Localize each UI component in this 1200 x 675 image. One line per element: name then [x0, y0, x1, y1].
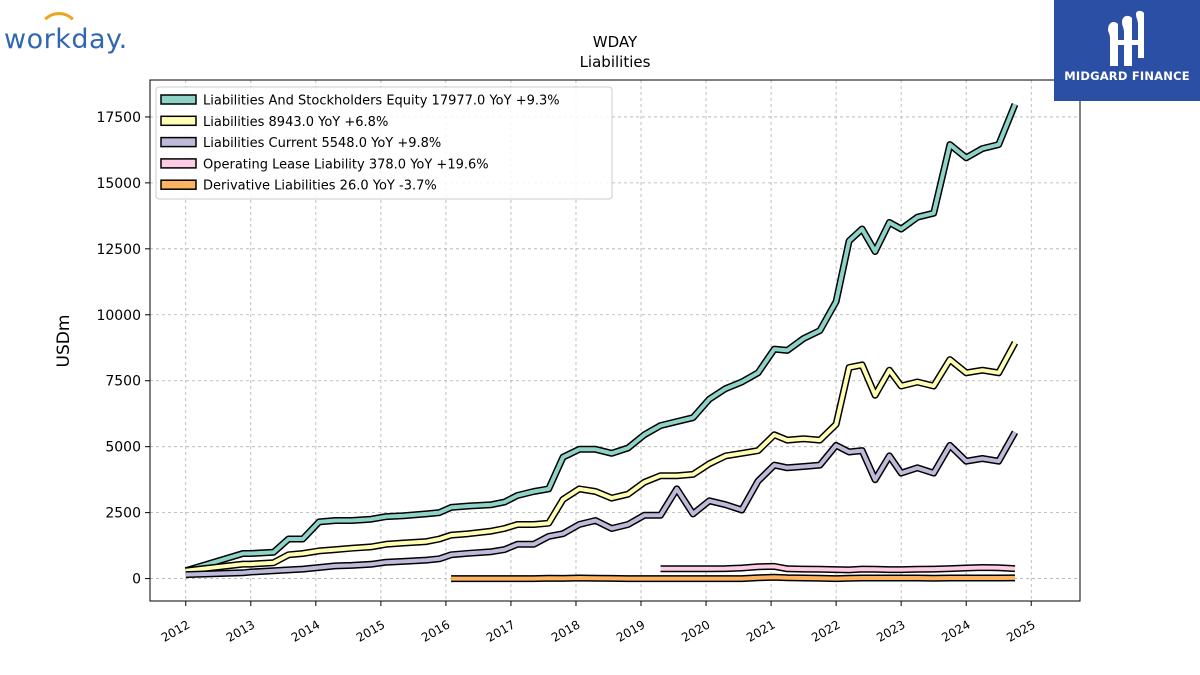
x-tick-label: 2018	[549, 617, 582, 644]
x-tick-label: 2025	[1004, 617, 1037, 644]
x-tick-label: 2022	[809, 617, 842, 644]
legend-label-liabilities-and-stockholders-equity: Liabilities And Stockholders Equity 1797…	[203, 94, 560, 109]
y-tick-label: 10000	[96, 308, 141, 324]
legend-box	[155, 86, 613, 200]
chart-legend: Liabilities And Stockholders Equity 1797…	[155, 86, 613, 200]
y-tick-label: 7500	[105, 374, 141, 390]
legend-label-derivative-liabilities: Derivative Liabilities 26.0 YoY -3.7%	[203, 179, 437, 194]
series-line-liabilities-and-stockholders-equity	[185, 103, 1017, 573]
legend-swatch-liabilities-current	[160, 136, 197, 148]
chart-title: WDAY	[593, 33, 638, 51]
y-tick-label: 2500	[105, 506, 141, 522]
y-tick-label: 5000	[105, 440, 141, 456]
workday-logo-text: workday.	[4, 24, 128, 55]
legend-label-operating-lease-liability: Operating Lease Liability 378.0 YoY +19.…	[203, 157, 489, 172]
legend-swatch-operating-lease-liability	[160, 158, 197, 169]
series-line-liabilities	[185, 341, 1017, 573]
legend-label-liabilities-current: Liabilities Current 5548.0 YoY +9.8%	[203, 136, 441, 151]
midgard-finance-logo-text: MIDGARD FINANCE	[1064, 69, 1190, 83]
legend-swatch-liabilities-and-stockholders-equity	[160, 94, 197, 105]
legend-swatch-derivative-liabilities	[160, 179, 197, 190]
workday-arc-icon	[38, 12, 80, 54]
x-tick-label: 2015	[354, 617, 387, 644]
legend-swatch-liabilities	[160, 115, 197, 127]
y-tick-label: 12500	[96, 242, 141, 258]
plot-frame	[149, 79, 1081, 602]
x-tick-label: 2024	[939, 617, 972, 644]
y-tick-label: 15000	[96, 176, 141, 192]
midgard-mark-icon	[1108, 10, 1144, 66]
x-tick-label: 2013	[224, 617, 257, 644]
x-tick-label: 2014	[289, 617, 322, 644]
x-tick-label: 2020	[679, 617, 712, 644]
y-axis-ticks: 0 2500 5000 7500 10000 12500 15000 17500	[96, 110, 150, 588]
series-line-operating-lease-liability	[660, 564, 1016, 572]
legend-label-liabilities: Liabilities 8943.0 YoY +6.8%	[203, 115, 388, 130]
midgard-finance-logo: MIDGARD FINANCE	[1054, 0, 1200, 101]
x-tick-label: 2021	[744, 617, 777, 644]
series-line-derivative-liabilities	[451, 575, 1016, 581]
y-tick-label: 0	[132, 572, 141, 588]
y-axis-label: USDm	[54, 315, 74, 368]
x-tick-label: 2019	[614, 617, 647, 644]
series-lines	[184, 102, 1019, 583]
chart-subtitle: Liabilities	[580, 53, 651, 71]
x-tick-label: 2016	[419, 617, 452, 644]
x-axis-ticks: 2012 2013 2014 2015 2016 2017 2018 2019 2020 2021…	[159, 601, 1038, 645]
x-tick-label: 2012	[159, 617, 192, 644]
x-tick-label: 2023	[874, 617, 907, 644]
y-tick-label: 17500	[96, 110, 141, 126]
workday-logo: workday.	[4, 6, 136, 58]
series-line-liabilities-current	[185, 431, 1017, 577]
x-tick-label: 2017	[484, 617, 517, 644]
